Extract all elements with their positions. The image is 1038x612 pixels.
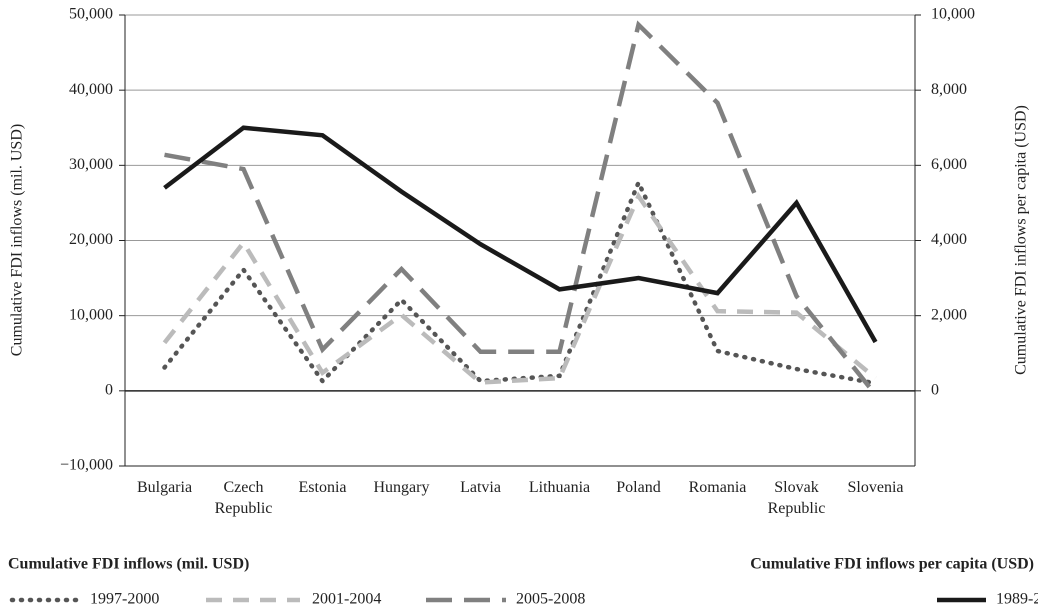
- legend-label: 2005-2008: [516, 591, 585, 608]
- y-tick-label: 20,000: [69, 231, 113, 248]
- x-tick-label: Bulgaria: [136, 479, 193, 496]
- x-tick-label: Slovenia: [847, 479, 904, 496]
- y-axis-title: Cumulative FDI inflows (mil. USD): [9, 124, 26, 356]
- x-tick-label: Poland: [616, 479, 661, 496]
- y2-tick-label: 2,000: [931, 306, 967, 323]
- y2-tick-label: 10,000: [931, 6, 975, 23]
- y2-tick-label: 6,000: [931, 156, 967, 173]
- y-tick-label: 0: [105, 382, 113, 399]
- y2-axis-title: Cumulative FDI inflows per capita (USD): [1013, 105, 1030, 375]
- y-tick-label: 40,000: [69, 81, 113, 98]
- series-line: [162, 191, 877, 385]
- legend-heading: Cumulative FDI inflows per capita (USD): [750, 556, 1034, 573]
- series-line: [163, 125, 878, 344]
- x-tick-label: Estonia: [298, 479, 347, 496]
- y-tick-label: −10,000: [60, 457, 113, 474]
- x-tick-label: Lithuania: [528, 479, 591, 496]
- x-tick-label: Hungary: [373, 479, 430, 496]
- y2-tick-label: 8,000: [931, 81, 967, 98]
- series-line: [164, 20, 878, 397]
- x-tick-label: Latvia: [460, 479, 501, 496]
- legend-label: 1989-2008: [996, 591, 1038, 608]
- y-tick-label: 30,000: [69, 156, 113, 173]
- y-tick-label: 10,000: [69, 306, 113, 323]
- legend-label: 2001-2004: [312, 591, 381, 608]
- legend-heading: Cumulative FDI inflows (mil. USD): [8, 556, 249, 573]
- x-tick-label: Romania: [688, 479, 747, 496]
- x-tick-label: Czech Republic: [214, 479, 273, 517]
- legend-label: 1997-2000: [90, 591, 159, 608]
- y-tick-label: 50,000: [69, 6, 113, 23]
- y2-tick-label: 4,000: [931, 231, 967, 248]
- y2-tick-label: 0: [931, 382, 939, 399]
- x-tick-label: Slovak Republic: [767, 479, 826, 517]
